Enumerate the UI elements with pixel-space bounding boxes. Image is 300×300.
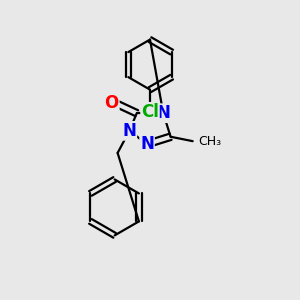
Text: N: N [122, 122, 136, 140]
Text: N: N [156, 104, 170, 122]
Text: N: N [140, 135, 154, 153]
Text: O: O [105, 94, 119, 112]
Text: Cl: Cl [141, 103, 159, 121]
Text: CH₃: CH₃ [198, 135, 221, 148]
